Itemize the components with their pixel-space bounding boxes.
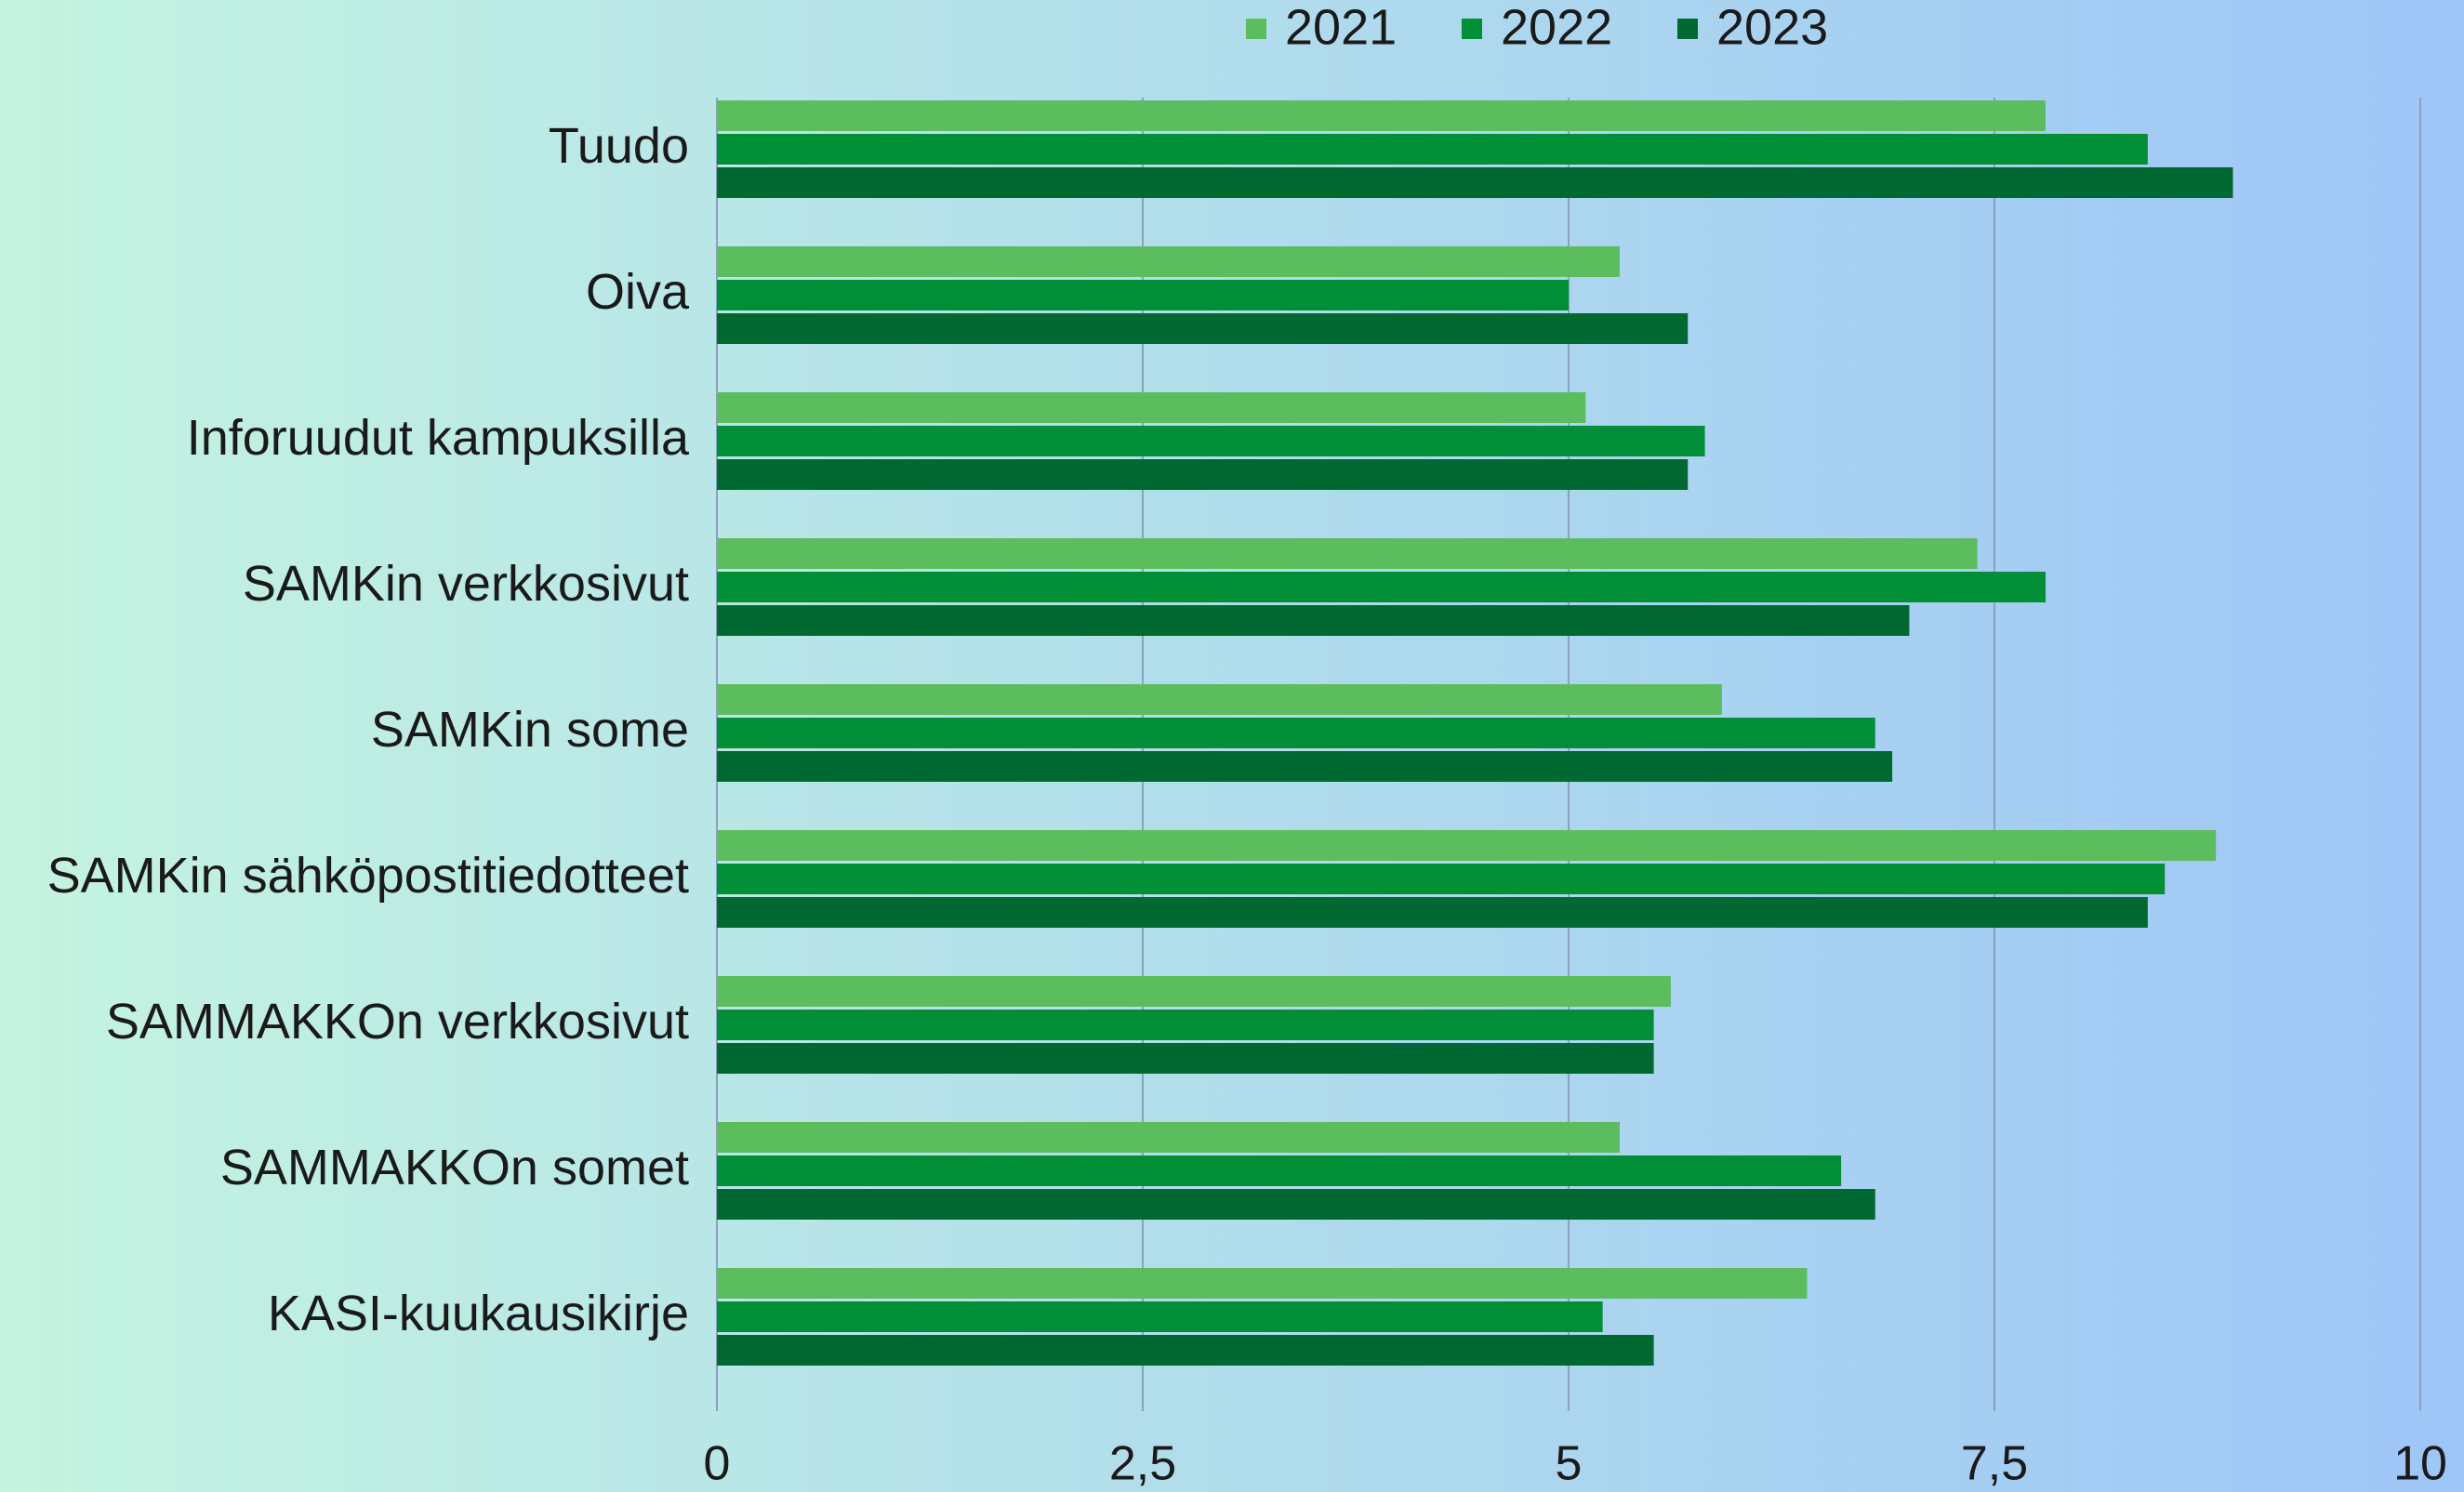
x-tick-label: 2,5 (1109, 1437, 1176, 1491)
category-label: SAMKin verkkosivut (243, 556, 689, 612)
bar (717, 459, 1689, 490)
bar (717, 976, 1671, 1007)
bar (717, 538, 1978, 569)
bar (717, 572, 2046, 602)
legend-label: 2021 (1285, 0, 1397, 55)
bar (717, 1122, 1620, 1153)
bar (717, 100, 2046, 131)
category-label: Oiva (586, 264, 690, 320)
bar (717, 313, 1689, 344)
bar (717, 1155, 1842, 1186)
bar (717, 280, 1569, 310)
bar (717, 167, 2233, 198)
bar (717, 1301, 1603, 1332)
bar (717, 605, 1910, 636)
legend-label: 2023 (1716, 0, 1828, 55)
bar (717, 830, 2217, 861)
legend-swatch (1246, 19, 1266, 39)
bar (717, 1043, 1654, 1074)
bar (717, 1268, 1808, 1299)
legend-label: 2022 (1501, 0, 1612, 55)
bar (717, 246, 1620, 277)
category-label: KASI-kuukausikirje (268, 1286, 689, 1341)
x-tick-label: 5 (1556, 1437, 1583, 1491)
bar (717, 1189, 1875, 1220)
bar (717, 897, 2148, 928)
category-label: Tuudo (549, 118, 689, 174)
bar (717, 426, 1705, 456)
bar (717, 718, 1875, 748)
legend-swatch (1462, 19, 1482, 39)
x-tick-label: 7,5 (1961, 1437, 2028, 1491)
bar (717, 864, 2166, 894)
bar (717, 392, 1586, 423)
category-label: SAMKin some (371, 702, 689, 758)
bar (717, 134, 2148, 165)
category-label: SAMMAKKOn verkkosivut (106, 994, 689, 1050)
x-tick-label: 10 (2393, 1437, 2447, 1491)
category-label: Inforuudut kampuksilla (187, 410, 690, 466)
category-label: SAMMAKKOn somet (220, 1140, 689, 1195)
x-tick-label: 0 (704, 1437, 731, 1491)
category-label: SAMKin sähköpostitiedotteet (47, 848, 689, 904)
bar (717, 1010, 1654, 1040)
legend-swatch (1677, 19, 1698, 39)
bar (717, 751, 1893, 782)
bar (717, 684, 1722, 715)
bar (717, 1335, 1654, 1366)
